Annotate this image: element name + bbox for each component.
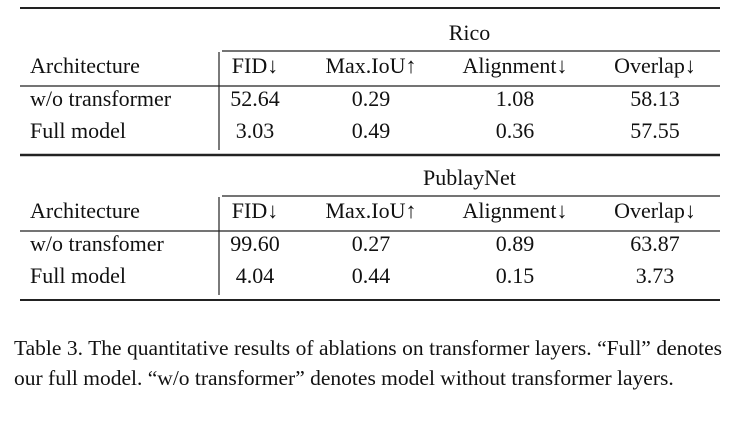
- cell: 0.44: [352, 263, 391, 288]
- column-header: Overlap↓: [614, 198, 696, 223]
- cell: 1.08: [496, 86, 535, 111]
- cell: 57.55: [630, 118, 680, 143]
- section-title: Rico: [449, 20, 491, 45]
- cell: 63.87: [630, 231, 680, 256]
- cell: 0.89: [496, 231, 535, 256]
- cell: 99.60: [230, 231, 280, 256]
- cell: 3.03: [236, 118, 275, 143]
- column-header: Architecture: [30, 53, 140, 78]
- cell: 0.15: [496, 263, 535, 288]
- cell: 0.49: [352, 118, 391, 143]
- results-table: Rico Architecture FID↓ Max.IoU↑ Alignment↓ Ov…: [20, 7, 720, 301]
- column-header: Alignment↓: [462, 198, 567, 223]
- column-header: FID↓: [232, 198, 278, 223]
- cell: 58.13: [630, 86, 680, 111]
- cell: 0.36: [496, 118, 535, 143]
- column-header: FID↓: [232, 53, 278, 78]
- row-label: Full model: [30, 263, 126, 288]
- row-label: Full model: [30, 118, 126, 143]
- column-header: Alignment↓: [462, 53, 567, 78]
- cell: 3.73: [636, 263, 675, 288]
- row-label: w/o transformer: [30, 86, 172, 111]
- section-title: PublayNet: [423, 165, 516, 190]
- column-header: Architecture: [30, 198, 140, 223]
- cell: 0.27: [352, 231, 391, 256]
- table-caption: Table 3. The quantitative results of abl…: [14, 336, 722, 390]
- cell: 4.04: [236, 263, 275, 288]
- cell: 0.29: [352, 86, 391, 111]
- row-label: w/o transfomer: [30, 231, 164, 256]
- cell: 52.64: [230, 86, 280, 111]
- column-header: Overlap↓: [614, 53, 696, 78]
- column-header: Max.IoU↑: [325, 53, 416, 78]
- column-header: Max.IoU↑: [325, 198, 416, 223]
